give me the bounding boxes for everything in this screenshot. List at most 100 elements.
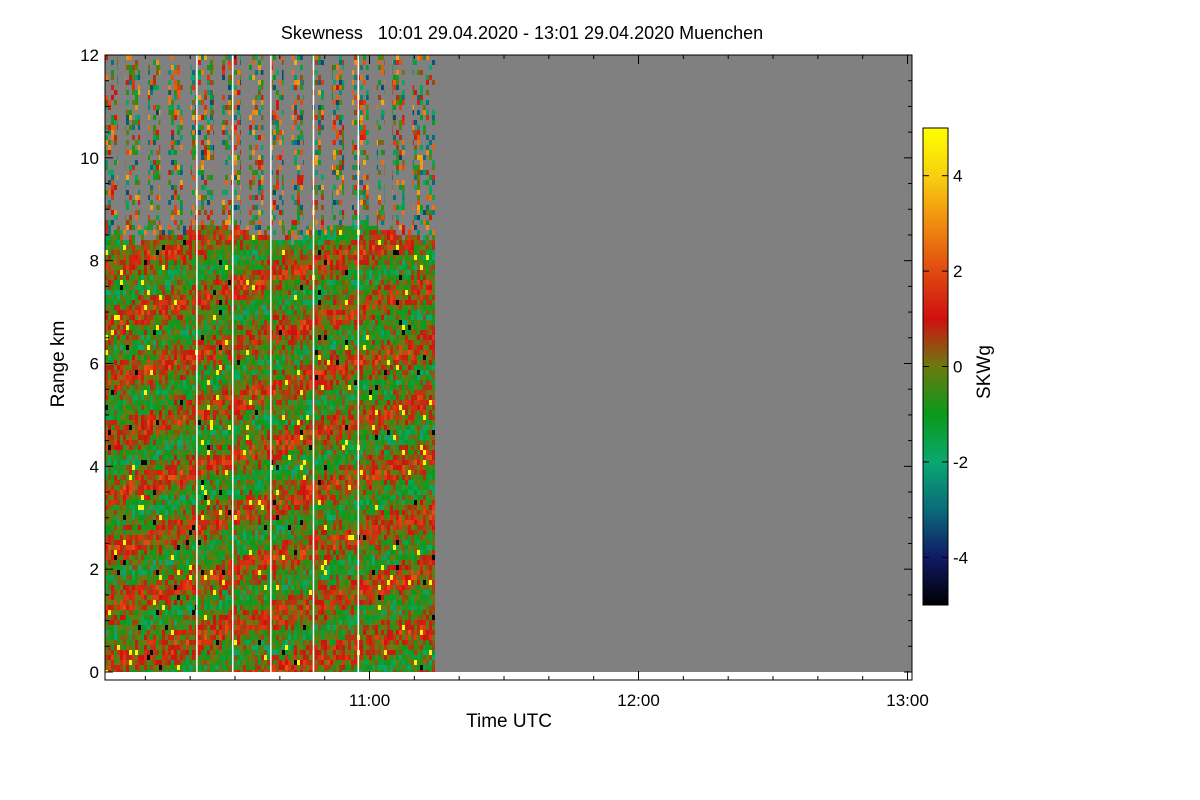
heatmap-cell: [150, 525, 153, 530]
heatmap-cell: [207, 625, 210, 630]
heatmap-cell: [207, 540, 210, 545]
heatmap-cell: [192, 645, 195, 650]
heatmap-cell: [144, 510, 147, 515]
heatmap-cell: [189, 535, 192, 540]
heatmap-cell: [201, 285, 204, 290]
heatmap-cell: [225, 160, 228, 165]
heatmap-cell: [174, 445, 177, 450]
heatmap-cell: [135, 65, 138, 70]
heatmap-cell: [147, 180, 150, 185]
heatmap-cell: [183, 320, 186, 325]
heatmap-cell: [189, 255, 192, 260]
heatmap-cell: [105, 600, 108, 605]
heatmap-cell: [123, 400, 126, 405]
heatmap-cell: [129, 245, 132, 250]
heatmap-cell: [141, 420, 144, 425]
heatmap-cell: [189, 525, 192, 530]
heatmap-cell: [159, 635, 162, 640]
heatmap-cell: [222, 240, 225, 245]
heatmap-cell: [108, 555, 111, 560]
heatmap-cell: [132, 135, 135, 140]
heatmap-cell: [165, 615, 168, 620]
heatmap-cell: [228, 605, 231, 610]
heatmap-cell: [207, 605, 210, 610]
heatmap-cell: [222, 450, 225, 455]
heatmap-cell: [219, 395, 222, 400]
heatmap-cell: [210, 605, 213, 610]
heatmap-cell: [120, 545, 123, 550]
heatmap-cell: [222, 515, 225, 520]
heatmap-cell: [162, 630, 165, 635]
heatmap-cell: [243, 480, 246, 485]
heatmap-cell: [207, 405, 210, 410]
heatmap-cell: [177, 370, 180, 375]
heatmap-cell: [228, 645, 231, 650]
heatmap-cell: [171, 525, 174, 530]
heatmap-cell: [216, 300, 219, 305]
heatmap-cell: [228, 500, 231, 505]
heatmap-cell: [198, 55, 201, 60]
heatmap-cell: [150, 480, 153, 485]
heatmap-cell: [210, 400, 213, 405]
heatmap-cell: [135, 260, 138, 265]
heatmap-cell: [186, 385, 189, 390]
heatmap-cell: [201, 515, 204, 520]
heatmap-cell: [135, 210, 138, 215]
heatmap-cell: [246, 235, 249, 240]
heatmap-cell: [228, 415, 231, 420]
heatmap-cell: [162, 530, 165, 535]
heatmap-cell: [192, 475, 195, 480]
heatmap-cell: [189, 540, 192, 545]
heatmap-cell: [159, 485, 162, 490]
heatmap-cell: [213, 410, 216, 415]
heatmap-cell: [138, 390, 141, 395]
heatmap-cell: [138, 470, 141, 475]
heatmap-cell: [171, 485, 174, 490]
heatmap-cell: [210, 450, 213, 455]
heatmap-cell: [141, 235, 144, 240]
heatmap-cell: [141, 260, 144, 265]
heatmap-cell: [225, 610, 228, 615]
heatmap-cell: [108, 355, 111, 360]
heatmap-cell: [168, 645, 171, 650]
heatmap-cell: [123, 240, 126, 245]
heatmap-cell: [189, 495, 192, 500]
heatmap-cell: [201, 150, 204, 155]
heatmap-cell: [138, 330, 141, 335]
heatmap-cell: [213, 295, 216, 300]
heatmap-cell: [201, 375, 204, 380]
heatmap-cell: [246, 240, 249, 245]
heatmap-cell: [243, 455, 246, 460]
heatmap-cell: [174, 165, 177, 170]
heatmap-cell: [165, 575, 168, 580]
heatmap-cell: [222, 440, 225, 445]
heatmap-cell: [144, 380, 147, 385]
heatmap-cell: [141, 240, 144, 245]
heatmap-cell: [111, 130, 114, 135]
heatmap-cell: [216, 240, 219, 245]
heatmap-cell: [153, 305, 156, 310]
heatmap-cell: [114, 250, 117, 255]
heatmap-cell: [219, 670, 222, 672]
heatmap-cell: [108, 275, 111, 280]
heatmap-cell: [246, 330, 249, 335]
heatmap-cell: [156, 290, 159, 295]
heatmap-cell: [222, 385, 225, 390]
heatmap-cell: [153, 345, 156, 350]
heatmap-cell: [111, 445, 114, 450]
heatmap-cell: [144, 610, 147, 615]
heatmap-cell: [156, 525, 159, 530]
heatmap-cell: [132, 255, 135, 260]
heatmap-cell: [234, 290, 237, 295]
heatmap-cell: [171, 185, 174, 190]
heatmap-cell: [171, 410, 174, 415]
heatmap-cell: [111, 120, 114, 125]
heatmap-cell: [246, 265, 249, 270]
heatmap-cell: [204, 310, 207, 315]
heatmap-cell: [114, 325, 117, 330]
heatmap-cell: [147, 325, 150, 330]
heatmap-cell: [237, 255, 240, 260]
heatmap-cell: [234, 160, 237, 165]
heatmap-cell: [114, 100, 117, 105]
heatmap-cell: [183, 330, 186, 335]
